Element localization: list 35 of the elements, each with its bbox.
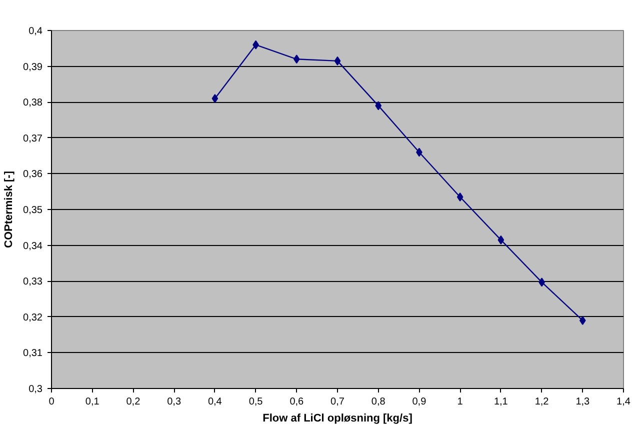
y-tick-label: 0,35 xyxy=(23,205,43,216)
x-axis-title: Flow af LiCl opløsning [kg/s] xyxy=(262,412,413,424)
point xyxy=(375,101,382,110)
y-tick-label: 0,31 xyxy=(23,348,43,360)
x-tick-label: 1,1 xyxy=(494,396,508,408)
x-tick-label: 1 xyxy=(457,396,464,408)
point xyxy=(293,54,300,64)
x-tick-label: 0,4 xyxy=(208,396,222,408)
y-tick-label: 0,37 xyxy=(23,133,43,144)
y-tick-label: 0,36 xyxy=(23,169,43,180)
point xyxy=(498,235,504,244)
y-tick-label: 0,38 xyxy=(23,98,43,109)
x-tick-label: 1,2 xyxy=(534,396,550,408)
point xyxy=(579,316,586,325)
x-tick-label: 0,5 xyxy=(248,396,264,408)
x-tick-label: 0 xyxy=(48,396,55,408)
x-tick-label: 0,1 xyxy=(85,396,100,408)
y-tick-label: 0,39 xyxy=(23,62,43,73)
point xyxy=(456,192,464,202)
y-tick-label: 0,32 xyxy=(23,312,43,324)
y-tick-label: 0,3 xyxy=(28,384,43,395)
x-tick-label: 0,2 xyxy=(126,396,141,408)
x-tick-label: 1,3 xyxy=(576,396,590,408)
point xyxy=(334,56,341,66)
x-tick-label: 0,3 xyxy=(167,396,182,408)
y-tick-label: 0,33 xyxy=(23,276,43,288)
x-tick-label: 0,9 xyxy=(412,396,427,408)
x-tick-label: 0,8 xyxy=(371,396,386,408)
y-tick-label: 0,4 xyxy=(28,26,43,37)
x-tick-label: 0,6 xyxy=(290,396,304,408)
x-tick-label: 1,4 xyxy=(616,396,631,408)
y-axis-title: COPtermisk [-] xyxy=(3,170,16,248)
point xyxy=(212,94,218,104)
y-tick-label: 0,34 xyxy=(23,240,43,252)
x-tick-label: 0,7 xyxy=(330,396,345,408)
